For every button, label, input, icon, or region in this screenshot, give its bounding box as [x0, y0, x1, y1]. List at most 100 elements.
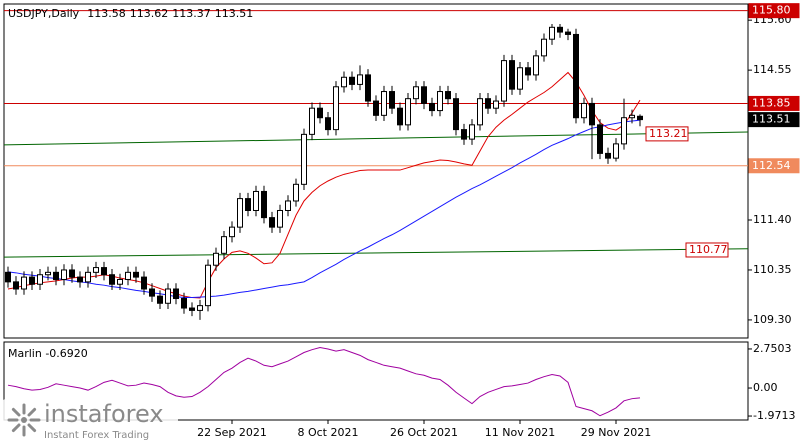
candle-body: [509, 60, 515, 90]
candle-body: [397, 107, 403, 126]
candle-body: [5, 271, 11, 283]
candle-body: [413, 86, 419, 100]
candle-body: [549, 26, 555, 40]
candle-body: [253, 190, 259, 211]
candle-body: [421, 86, 427, 104]
price-label-box: [748, 3, 800, 19]
candle-body: [461, 129, 467, 140]
candle-body: [349, 76, 355, 85]
candle-body: [573, 33, 579, 119]
candle-body: [429, 102, 435, 112]
candle-body: [277, 209, 283, 228]
candle-body: [109, 274, 115, 285]
candle-body: [125, 271, 131, 280]
candle-body: [333, 86, 339, 131]
y-tick-label: 2.7503: [753, 342, 792, 355]
price-label-box: [748, 112, 800, 128]
candle-body: [501, 60, 507, 102]
candle-body: [493, 100, 499, 109]
candle-body: [21, 276, 27, 290]
candle-body: [85, 271, 91, 283]
candle-body: [293, 183, 299, 202]
candle-body: [189, 307, 195, 311]
y-tick-label: 109.30: [753, 313, 792, 326]
header-low: 113.37: [172, 7, 211, 20]
candle-body: [581, 102, 587, 119]
candle-body: [605, 152, 611, 159]
candle-body: [517, 67, 523, 90]
trend-label: 110.77: [689, 243, 728, 256]
candle-body: [589, 102, 595, 126]
header-close: 113.51: [215, 7, 254, 20]
candle-body: [341, 76, 347, 88]
candle-body: [613, 143, 619, 159]
candle-body: [597, 124, 603, 154]
candle-body: [245, 198, 251, 211]
candle-body: [269, 217, 275, 228]
candle-body: [533, 55, 539, 76]
candle-body: [29, 276, 35, 285]
header-high: 113.62: [130, 7, 169, 20]
candle-body: [525, 67, 531, 76]
candle-body: [301, 133, 307, 185]
indicator-title: Marlin -0.6920: [8, 347, 88, 360]
candle-body: [133, 271, 139, 278]
candle-body: [141, 276, 147, 290]
candle-body: [629, 114, 635, 119]
trend-label: 113.21: [649, 127, 688, 140]
chart-header: USDJPY,Daily 113.58 113.62 113.37 113.51: [8, 7, 253, 20]
candle-body: [309, 107, 315, 135]
logo-icon: [7, 403, 41, 437]
candle-body: [541, 38, 547, 57]
candle-body: [557, 26, 563, 33]
logo-name: instaforex: [44, 400, 164, 428]
price-label-box: [748, 95, 800, 111]
main-panel: [3, 3, 749, 339]
candle-body: [173, 288, 179, 300]
candle-body: [221, 236, 227, 254]
y-tick-label: 114.55: [753, 63, 792, 76]
candle-body: [445, 91, 451, 100]
candle-body: [53, 271, 59, 280]
candle-body: [485, 98, 491, 109]
x-tick-label: 29 Nov 2021: [581, 426, 651, 439]
price-label: 113.85: [752, 96, 791, 109]
candle-body: [45, 271, 51, 276]
candle-body: [181, 298, 187, 309]
candle-body: [453, 98, 459, 131]
candle-body: [565, 31, 571, 35]
symbol: USDJPY,Daily: [8, 7, 80, 20]
price-label-box: [748, 158, 800, 174]
candle-body: [317, 107, 323, 119]
candle-body: [621, 117, 627, 145]
logo: instaforex Instant Forex Trading: [2, 399, 178, 443]
x-tick-label: 11 Nov 2021: [485, 426, 555, 439]
trend-line: [4, 248, 748, 258]
price-label: 112.54: [752, 159, 791, 172]
trend-label-box: [685, 242, 729, 258]
candle-body: [325, 117, 331, 131]
candle-body: [13, 281, 19, 290]
candle-body: [437, 91, 443, 112]
overlay: 115.60114.55111.40110.35109.30115.80113.…: [197, 3, 800, 439]
candle-body: [157, 295, 163, 304]
candle-body: [477, 98, 483, 126]
candle-body: [365, 74, 371, 102]
candle-body: [205, 264, 211, 307]
candle-body: [357, 74, 363, 85]
candle-body: [285, 200, 291, 211]
price-label: 115.80: [752, 4, 791, 17]
candle-body: [37, 274, 43, 285]
indicator-area: [7, 347, 641, 417]
candle-body: [405, 98, 411, 126]
trend-label-box: [645, 126, 689, 142]
x-tick-label: 26 Oct 2021: [390, 426, 458, 439]
indicator-line: [7, 347, 641, 417]
logo-background: [2, 399, 178, 443]
candle-body: [373, 100, 379, 116]
header-open: 113.58: [87, 7, 126, 20]
moving-average: [7, 119, 641, 299]
price-label: 113.51: [752, 113, 791, 126]
